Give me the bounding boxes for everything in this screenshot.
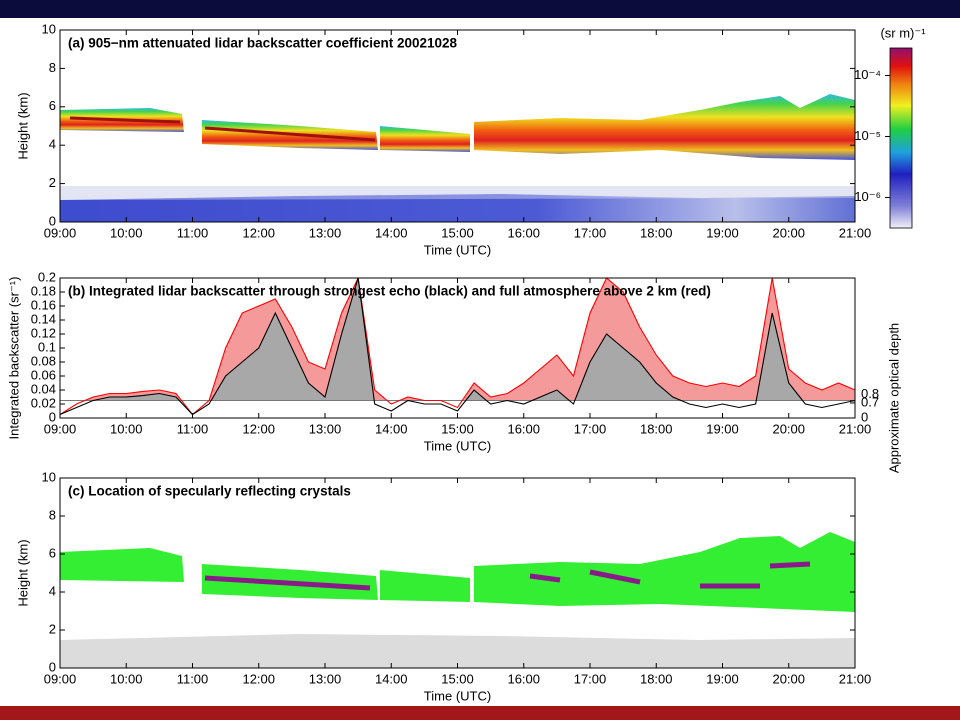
crystal-image <box>60 532 855 668</box>
x-tick-label: 16:00 <box>507 225 540 240</box>
colorbar-label: (sr m)⁻¹ <box>880 25 926 40</box>
x-tick-label: 12:00 <box>242 225 275 240</box>
x-tick-label: 15:00 <box>441 421 474 436</box>
x-tick-label: 11:00 <box>177 671 209 686</box>
x-tick-label: 13:00 <box>309 671 342 686</box>
x-tick-label: 15:00 <box>441 225 474 240</box>
y2-tick-label: 0 <box>861 409 868 424</box>
y-tick-label: 8 <box>49 60 56 75</box>
y-tick-label: 0.1 <box>38 339 56 354</box>
y2-tick-label: 0.8 <box>861 386 879 401</box>
x-tick-label: 20:00 <box>772 671 805 686</box>
x-tick-label: 19:00 <box>706 225 739 240</box>
x-tick-label: 17:00 <box>574 225 607 240</box>
panel-title: (b) Integrated lidar backscatter through… <box>68 284 711 299</box>
y2-tick-label: 0.7 <box>861 394 879 409</box>
y-tick-label: 0.12 <box>31 325 56 340</box>
y-tick-label: 0.02 <box>31 395 56 410</box>
x-tick-label: 16:00 <box>507 421 540 436</box>
x-axis-label: Time (UTC) <box>424 242 491 257</box>
panel-title: (c) Location of specularly reflecting cr… <box>68 484 351 499</box>
colorbar-tick-label: 10⁻⁴ <box>854 67 881 82</box>
x-tick-label: 16:00 <box>507 671 540 686</box>
y-tick-label: 0.16 <box>31 297 56 312</box>
x-tick-label: 10:00 <box>110 671 143 686</box>
x-tick-label: 17:00 <box>574 671 607 686</box>
x-tick-label: 21:00 <box>839 671 872 686</box>
x-tick-label: 13:00 <box>309 421 342 436</box>
y-axis-label: Height (km) <box>15 539 30 606</box>
x-tick-label: 21:00 <box>839 421 872 436</box>
panel-title: (a) 905−nm attenuated lidar backscatter … <box>68 36 458 51</box>
backscatter-image <box>60 94 855 222</box>
x-tick-label: 09:00 <box>44 225 77 240</box>
y-tick-label: 0.04 <box>31 381 56 396</box>
x-tick-label: 11:00 <box>177 421 209 436</box>
x-tick-label: 11:00 <box>177 225 209 240</box>
y-tick-label: 0.14 <box>31 311 56 326</box>
x-tick-label: 14:00 <box>375 421 408 436</box>
bottom-bar <box>0 706 960 720</box>
x-tick-label: 20:00 <box>772 225 805 240</box>
colorbar-tick-label: 10⁻⁶ <box>854 189 881 204</box>
x-tick-label: 18:00 <box>640 671 673 686</box>
x-tick-label: 20:00 <box>772 421 805 436</box>
x-tick-label: 14:00 <box>375 671 408 686</box>
x-tick-label: 17:00 <box>574 421 607 436</box>
y-tick-label: 8 <box>49 507 56 522</box>
y-axis-label: Height (km) <box>15 92 30 159</box>
y-tick-label: 6 <box>49 98 56 113</box>
y-axis-label: Integrated backscatter (sr⁻¹) <box>6 277 21 440</box>
y-tick-label: 0 <box>49 659 56 674</box>
top-bar <box>0 0 960 18</box>
x-tick-label: 19:00 <box>706 671 739 686</box>
y-tick-label: 0.06 <box>31 367 56 382</box>
x-tick-label: 12:00 <box>242 671 275 686</box>
x-tick-label: 10:00 <box>110 421 143 436</box>
x-tick-label: 15:00 <box>441 671 474 686</box>
x-tick-label: 19:00 <box>706 421 739 436</box>
colorbar-tick-label: 10⁻⁵ <box>854 128 881 143</box>
y-tick-label: 4 <box>49 137 56 152</box>
y2-axis-label: Approximate optical depth <box>886 323 901 473</box>
y-tick-label: 0 <box>49 213 56 228</box>
y-tick-label: 10 <box>42 21 56 36</box>
x-axis-label: Time (UTC) <box>424 688 491 703</box>
y-tick-label: 0.08 <box>31 353 56 368</box>
y-tick-label: 0 <box>49 409 56 424</box>
y-tick-label: 0.18 <box>31 283 56 298</box>
y-tick-label: 0.2 <box>38 269 56 284</box>
x-tick-label: 14:00 <box>375 225 408 240</box>
x-tick-label: 12:00 <box>242 421 275 436</box>
area <box>60 278 855 401</box>
colorbar <box>889 47 913 229</box>
x-tick-label: 18:00 <box>640 225 673 240</box>
x-tick-label: 09:00 <box>44 421 77 436</box>
x-tick-label: 21:00 <box>839 225 872 240</box>
x-tick-label: 10:00 <box>110 225 143 240</box>
y-tick-label: 4 <box>49 583 56 598</box>
y-tick-label: 2 <box>49 175 56 190</box>
y-tick-label: 6 <box>49 545 56 560</box>
x-tick-label: 13:00 <box>309 225 342 240</box>
y-tick-label: 2 <box>49 621 56 636</box>
y-tick-label: 10 <box>42 469 56 484</box>
x-tick-label: 18:00 <box>640 421 673 436</box>
x-axis-label: Time (UTC) <box>424 438 491 453</box>
x-tick-label: 09:00 <box>44 671 77 686</box>
